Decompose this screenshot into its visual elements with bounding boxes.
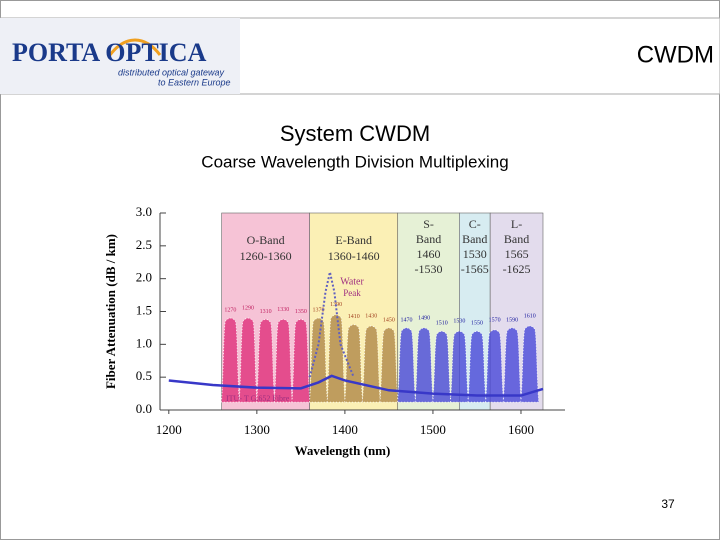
band-label: Band [504,232,529,246]
channel-filter [220,317,240,403]
y-tick-label: 1.0 [136,335,152,350]
channel-label: 1350 [295,309,307,315]
band-label: S- [423,217,434,231]
y-tick-label: 0.0 [136,401,152,416]
band-label: Band [462,232,487,246]
x-tick-label: 1600 [508,422,534,437]
y-tick-label: 1.5 [136,302,152,317]
x-tick-label: 1400 [332,422,358,437]
logo-sub: to Eastern Europe [158,77,231,87]
annotation: Peak [343,288,361,298]
channel-label: 1470 [401,317,413,323]
annotation: Water [340,276,364,287]
channel-label: 1610 [524,313,536,319]
channel-label: 1510 [436,321,448,327]
logo: PORTA OPTICA [12,38,207,67]
channel-filter [361,325,381,403]
section-title: CWDM [637,41,714,68]
channel-filter [291,318,311,403]
channel-label: 1590 [506,317,518,323]
logo-arc [108,38,162,56]
channel-label: 1330 [277,307,289,313]
chart: O-Band1260-1360E-Band1360-1460S-Band1460… [103,204,565,458]
channel-filter [520,325,540,403]
channel-filter [502,327,522,403]
y-tick-label: 0.5 [136,368,152,383]
y-tick-label: 2.0 [136,270,152,285]
channel-filter [397,327,416,403]
channel-filter [432,330,452,403]
band-label: 1565 [505,247,529,261]
band-label: 1260-1360 [240,249,292,263]
band-label: C- [469,217,481,231]
channel-label: 1430 [365,313,377,319]
channel-label: 1490 [418,315,430,321]
logo-bg [0,18,240,94]
x-tick-label: 1200 [156,422,182,437]
channel-label: 1570 [489,317,501,323]
channel-filter [379,327,399,403]
channel-filter [449,330,469,403]
band-label: E-Band [335,233,372,247]
page-number: 37 [661,497,675,511]
attenuation-curve [308,271,355,378]
x-tick-label: 1300 [244,422,270,437]
channel-label: 1530 [453,319,465,325]
slide-title: System CWDM [280,121,430,146]
band-label: L- [511,217,522,231]
band-label: -1565 [461,262,489,276]
channel-filter [414,327,434,403]
channel-label: 1270 [224,307,236,313]
channel-label: 1550 [471,321,483,327]
x-tick-label: 1500 [420,422,446,437]
band-label: Band [416,232,441,246]
y-tick-label: 2.5 [136,237,152,252]
band-label: 1360-1460 [328,249,380,263]
channel-filter [238,317,258,403]
band-label: 1460 [417,247,441,261]
channel-filter [273,318,293,403]
band-label: -1625 [503,262,531,276]
band-label: 1530 [463,247,487,261]
band-label: O-Band [247,233,285,247]
logo-sub: distributed optical gateway [118,67,225,77]
channel-label: 1290 [242,305,254,311]
annotation: ITU- T G.652 Fibre [226,394,290,403]
channel-label: 1310 [260,309,272,315]
band-label: -1530 [415,262,443,276]
x-axis-label: Wavelength (nm) [295,443,391,458]
channel-filter [467,330,487,403]
y-tick-label: 3.0 [136,204,152,219]
channel-label: 1370 [312,307,324,313]
slide-subtitle: Coarse Wavelength Division Multiplexing [201,152,508,171]
channel-label: 1410 [348,314,360,320]
channel-label: 1450 [383,317,395,323]
channel-filter [256,318,276,403]
attenuation-curve [168,374,544,397]
y-axis-label: Fiber Attenuation (dB / km) [103,234,118,389]
channel-filter [485,329,505,403]
